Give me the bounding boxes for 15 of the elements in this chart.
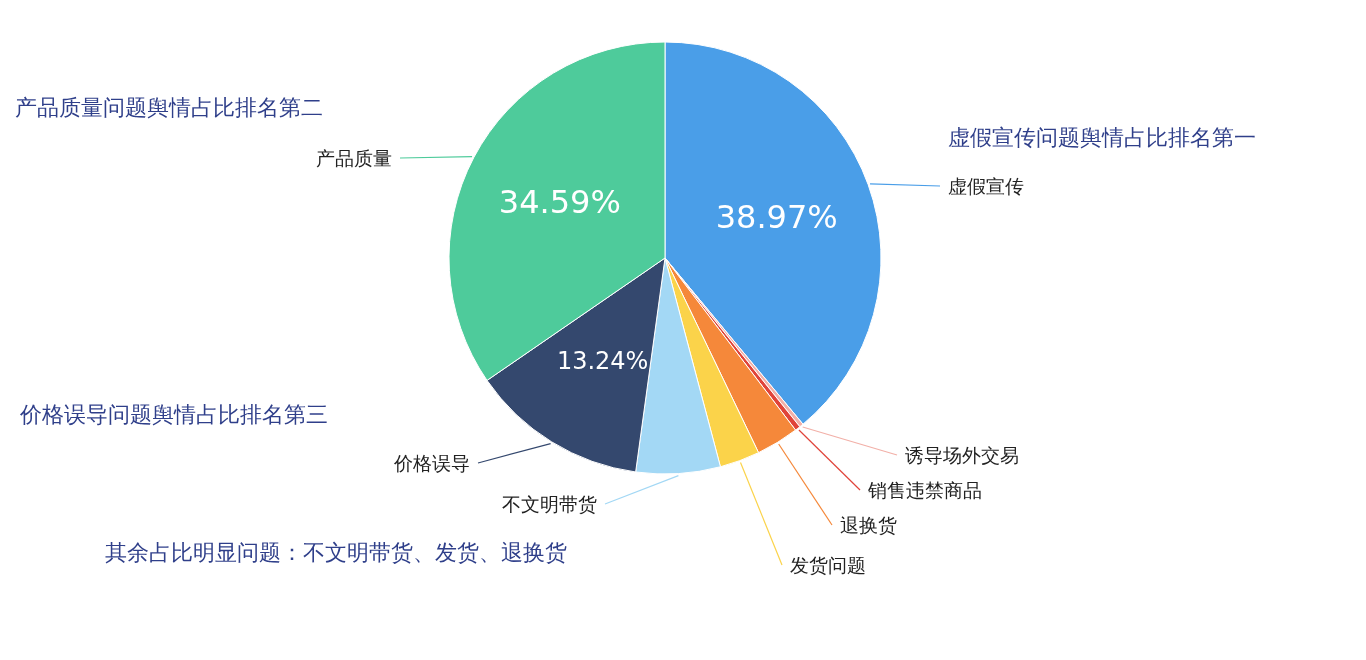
slice-label: 销售违禁商品 (867, 479, 982, 501)
text: 价格误导问题舆情占比排名第三 (19, 402, 328, 427)
text: 虚假宣传问题舆情占比排名第一 (948, 125, 1256, 150)
slice-label: 价格误导 (393, 452, 470, 474)
slice-label: 退换货 (840, 514, 897, 536)
data-label: 13.24% (556, 347, 649, 376)
slice-label: 产品质量 (316, 147, 392, 169)
slice-label: 不文明带货 (502, 493, 597, 515)
slice-label: 发货问题 (790, 554, 866, 576)
slice-label: 虚假宣传 (948, 175, 1024, 197)
data-label: 38.97% (715, 197, 838, 236)
slice-label: 诱导场外交易 (905, 444, 1019, 466)
text: 产品质量问题舆情占比排名第二 (15, 95, 323, 120)
data-label: 34.59% (498, 182, 621, 221)
text: 其余占比明显问题：不文明带货、发货、退换货 (105, 540, 567, 565)
